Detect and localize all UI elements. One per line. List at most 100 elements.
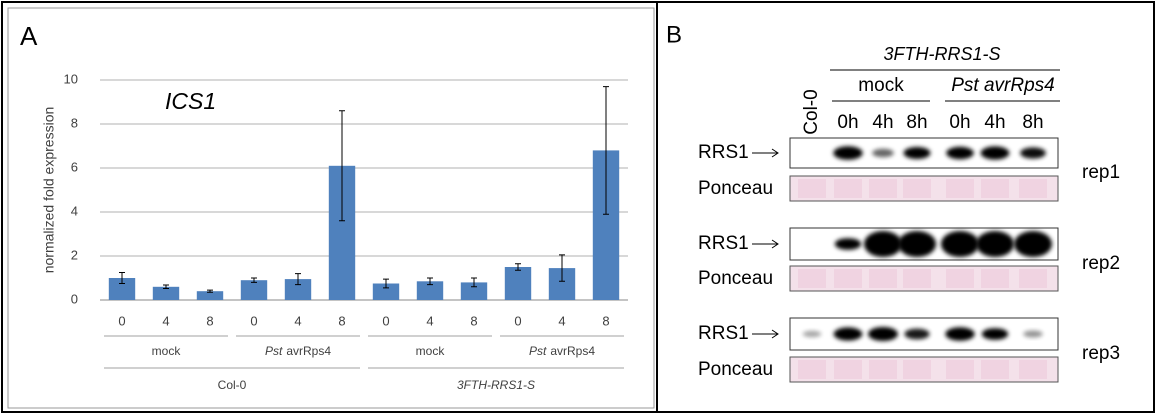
ponceau-lane bbox=[903, 179, 931, 198]
ponceau-lane bbox=[798, 269, 826, 288]
lane-label: 8h bbox=[1022, 112, 1043, 133]
x-tick-label: 4 bbox=[426, 313, 433, 328]
ponceau-lane bbox=[869, 269, 897, 288]
x-tick-label: 0 bbox=[250, 313, 257, 328]
ponceau-lane bbox=[981, 179, 1009, 198]
x-tick-label: 8 bbox=[338, 313, 345, 328]
italic-part: Pst avrRps4 bbox=[951, 75, 1054, 96]
band bbox=[1023, 331, 1042, 338]
ponceau-lane bbox=[798, 179, 826, 198]
x-tick-label: 4 bbox=[162, 313, 169, 328]
band bbox=[1014, 231, 1052, 257]
ponceau-lane bbox=[834, 360, 862, 379]
y-axis-label: normalized fold expression bbox=[41, 107, 57, 274]
x-tick-label: 8 bbox=[470, 313, 477, 328]
y-tick-label: 8 bbox=[71, 115, 78, 130]
rep-label: rep1 bbox=[1082, 162, 1120, 183]
group-label: Pst avrRps4 bbox=[951, 75, 1054, 96]
x-tick-label: 8 bbox=[602, 313, 609, 328]
text-part: mock bbox=[858, 75, 904, 96]
band bbox=[835, 238, 861, 250]
text-part: mock bbox=[416, 344, 446, 358]
x-tick-label: 4 bbox=[294, 313, 301, 328]
y-tick-label: 0 bbox=[71, 291, 78, 306]
band bbox=[803, 331, 822, 337]
band bbox=[872, 149, 894, 157]
blot-title: 3FTH-RRS1-S bbox=[883, 44, 1000, 64]
arrow bbox=[752, 240, 778, 248]
x-tick-label: 4 bbox=[558, 313, 565, 328]
text-part: mock bbox=[152, 344, 182, 358]
lane-label: 4h bbox=[872, 112, 893, 133]
group-label: mock bbox=[416, 344, 446, 358]
group-label: PstavrRps4 bbox=[529, 344, 595, 358]
y-tick-label: 10 bbox=[64, 71, 78, 86]
ponceau-lane bbox=[903, 360, 931, 379]
band bbox=[1020, 147, 1046, 158]
italic-part: Pst bbox=[265, 344, 283, 358]
group-label: mock bbox=[152, 344, 182, 358]
band bbox=[904, 147, 931, 159]
ponceau-lane bbox=[834, 179, 862, 198]
bar bbox=[241, 280, 267, 300]
arrow bbox=[752, 149, 778, 157]
x-tick-label: 8 bbox=[206, 313, 213, 328]
lane-label: 0h bbox=[949, 112, 970, 133]
band bbox=[834, 327, 863, 340]
row-label: Ponceau bbox=[698, 359, 773, 380]
x-tick-label: 0 bbox=[118, 313, 125, 328]
rep-label: rep2 bbox=[1082, 253, 1120, 274]
y-tick-label: 6 bbox=[71, 159, 78, 174]
ponceau-lane bbox=[1019, 179, 1047, 198]
band bbox=[946, 147, 974, 159]
lane-label: 4h bbox=[984, 112, 1005, 133]
panel-label: B bbox=[666, 21, 682, 48]
row-label: RRS1 bbox=[698, 233, 749, 254]
band bbox=[982, 328, 1008, 340]
ponceau-lane bbox=[798, 360, 826, 379]
rep-label: rep3 bbox=[1082, 343, 1120, 364]
band bbox=[945, 327, 974, 341]
band bbox=[898, 231, 936, 257]
ponceau-lane bbox=[869, 360, 897, 379]
text-part: avrRps4 bbox=[550, 344, 595, 358]
lane-label: 8h bbox=[906, 112, 927, 133]
italic-part: Pst bbox=[529, 344, 547, 358]
band bbox=[833, 146, 862, 160]
x-tick-label: 0 bbox=[382, 313, 389, 328]
group-label: mock bbox=[858, 75, 904, 96]
ponceau-lane bbox=[834, 269, 862, 288]
x-tick-label: 0 bbox=[514, 313, 521, 328]
control-label: Col-0 bbox=[801, 89, 822, 134]
band bbox=[864, 231, 902, 257]
group-label: Col-0 bbox=[218, 378, 247, 392]
ponceau-lane bbox=[946, 360, 974, 379]
panel-label: A bbox=[20, 21, 38, 51]
ponceau-lane bbox=[1019, 360, 1047, 379]
group-label: 3FTH-RRS1-S bbox=[457, 378, 535, 392]
ponceau-lane bbox=[869, 179, 897, 198]
italic-part: 3FTH-RRS1-S bbox=[457, 378, 535, 392]
text-part: avrRps4 bbox=[286, 344, 331, 358]
ponceau-lane bbox=[946, 269, 974, 288]
band bbox=[976, 231, 1014, 257]
row-label: RRS1 bbox=[698, 323, 749, 344]
row-label: RRS1 bbox=[698, 142, 749, 163]
band bbox=[904, 329, 929, 340]
arrow bbox=[752, 330, 778, 338]
ponceau-lane bbox=[981, 360, 1009, 379]
ponceau-lane bbox=[981, 269, 1009, 288]
y-tick-label: 2 bbox=[71, 247, 78, 262]
chart-title: ICS1 bbox=[165, 88, 216, 114]
band bbox=[941, 231, 979, 257]
bar bbox=[505, 267, 531, 300]
ponceau-lane bbox=[903, 269, 931, 288]
y-tick-label: 4 bbox=[71, 203, 78, 218]
text-part: Col-0 bbox=[218, 378, 247, 392]
row-label: Ponceau bbox=[698, 268, 773, 289]
row-label: Ponceau bbox=[698, 178, 773, 199]
figure: A ICS1 normalized fold expression B 3FTH… bbox=[0, 0, 1157, 415]
lane-label: 0h bbox=[837, 112, 858, 133]
ponceau-lane bbox=[946, 179, 974, 198]
